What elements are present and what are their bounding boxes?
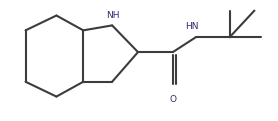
Text: HN: HN — [185, 22, 198, 31]
Text: O: O — [169, 95, 176, 104]
Text: NH: NH — [106, 11, 120, 20]
